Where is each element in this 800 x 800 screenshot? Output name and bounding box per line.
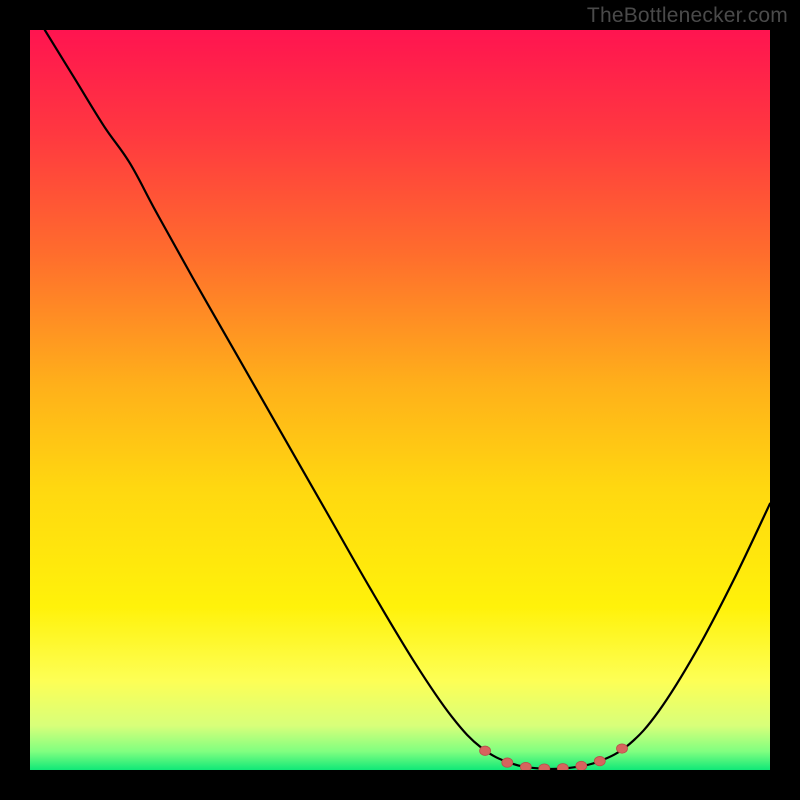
highlight-dot [502, 758, 513, 767]
highlight-dots [30, 30, 770, 770]
highlight-dot [480, 746, 491, 755]
highlight-dot [576, 761, 587, 770]
highlight-dot [557, 763, 568, 770]
watermark-text: TheBottlenecker.com [587, 4, 788, 28]
highlight-dot [594, 756, 605, 765]
plot-area [30, 30, 770, 770]
highlight-dot [617, 744, 628, 753]
highlight-dot [539, 764, 550, 770]
highlight-dot [520, 762, 531, 770]
